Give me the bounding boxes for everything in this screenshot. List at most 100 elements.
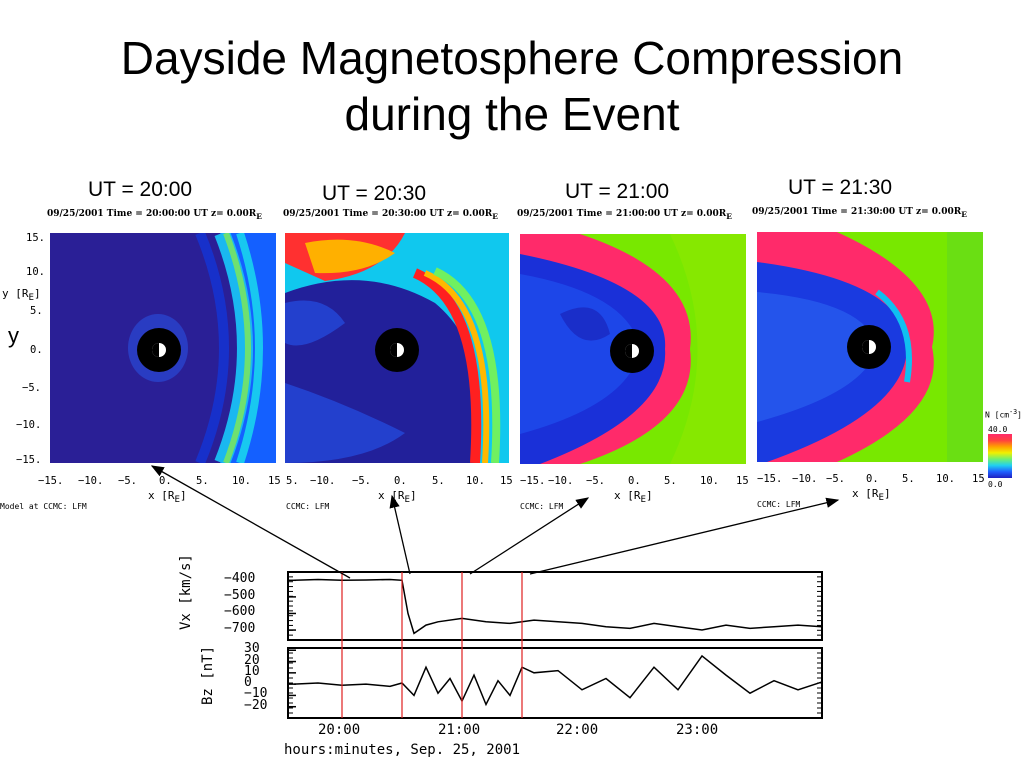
y-tick-label: 20: [244, 652, 260, 668]
time-axis-label: hours:minutes, Sep. 25, 2001: [284, 742, 521, 758]
title-line-2: during the Event: [344, 88, 680, 140]
y-tick-label: −400: [224, 571, 256, 587]
y-tick: 5.: [30, 305, 43, 317]
arrow-1: [150, 465, 351, 579]
vx-plot-frame: [287, 571, 823, 641]
y-tick-label: −500: [224, 587, 256, 603]
time-tick: 23:00: [676, 722, 719, 738]
plot-panel-1: [50, 233, 276, 463]
y-tick: 0.: [30, 344, 43, 356]
y-axis-label: y [RE]: [2, 287, 41, 304]
x-tick: 10.: [466, 475, 485, 487]
time-tick: 22:00: [556, 722, 599, 738]
colorbar-max-label: 40.0: [988, 425, 1008, 434]
earth-icon: [375, 328, 419, 372]
x-tick: 5.: [432, 475, 445, 487]
credit-4: CCMC: LFM: [757, 500, 801, 509]
x-tick: −5.: [352, 475, 371, 487]
bz-series: [293, 654, 823, 707]
earth-icon: [847, 325, 891, 369]
credit-3: CCMC: LFM: [520, 502, 564, 511]
ut-label-2: UT = 20:30: [322, 182, 427, 205]
ut-label-1: UT = 20:00: [88, 178, 193, 201]
x-tick: 10.: [936, 473, 955, 485]
x-tick: −5.: [826, 473, 845, 485]
x-tick: 0.: [866, 473, 879, 485]
colorbar-title: N [cm-3]: [985, 408, 1022, 420]
colorbar-min-label: 0.0: [988, 480, 1003, 489]
x-tick: 5.: [902, 473, 915, 485]
earth-icon: [137, 328, 181, 372]
bz-line: [293, 654, 823, 707]
ut-label-4: UT = 21:30: [788, 176, 893, 199]
x-tick: 0.: [394, 475, 407, 487]
y-tick-label: 30: [244, 641, 260, 657]
x-tick: 10.: [700, 475, 719, 487]
bz-ylabel: Bz [nT]: [200, 645, 216, 705]
x-tick: 15: [268, 475, 281, 487]
x-tick: 15: [500, 475, 513, 487]
x-tick: 5.: [664, 475, 677, 487]
time-markers: [341, 572, 523, 718]
bz-tick-marks: [288, 647, 822, 719]
plot-panel-2: [285, 233, 509, 463]
panel-header-1: 09/25/2001 Time = 20:00:00 UT z= 0.00RE: [47, 209, 262, 221]
y-tick: 15.: [26, 232, 45, 244]
y-tick-label: −600: [224, 604, 256, 620]
y-tick: 10.: [26, 266, 45, 278]
x-tick: −15.: [757, 473, 783, 485]
y-side-label: y: [8, 323, 19, 348]
vx-ylabel: Vx [km/s]: [178, 554, 194, 630]
panel-header-3: 09/25/2001 Time = 21:00:00 UT z= 0.00RE: [517, 209, 732, 221]
x-axis-label: x [RE]: [614, 489, 653, 506]
y-tick-label: −20: [244, 697, 268, 713]
vx-tick-marks: [288, 571, 822, 641]
y-tick: −5.: [22, 382, 41, 394]
panel-header-4: 09/25/2001 Time = 21:30:00 UT z= 0.00RE: [752, 207, 967, 219]
y-tick-label: 0: [244, 675, 252, 691]
x-tick: 10.: [232, 475, 251, 487]
y-tick: −15.: [16, 454, 42, 466]
density-map-4: [757, 232, 983, 462]
y-tick: −10.: [16, 419, 42, 431]
x-tick: −5.: [118, 475, 137, 487]
slide-title: Dayside Magnetosphere Compression during…: [0, 30, 1024, 142]
y-tick-label: −10: [244, 686, 268, 702]
x-tick: −15.: [38, 475, 64, 487]
density-map-3: [520, 234, 746, 464]
plot-panel-3: [520, 234, 746, 464]
title-line-1: Dayside Magnetosphere Compression: [120, 32, 904, 84]
x-tick: 5.: [286, 475, 299, 487]
x-tick: −10.: [548, 475, 574, 487]
time-tick: 20:00: [318, 722, 361, 738]
x-tick: −10.: [310, 475, 336, 487]
colorbar-gradient: [988, 434, 1012, 478]
x-tick: 15: [736, 475, 749, 487]
bz-plot-frame: [287, 647, 823, 719]
x-tick: −5.: [586, 475, 605, 487]
panel-header-2: 09/25/2001 Time = 20:30:00 UT z= 0.00RE: [283, 209, 498, 221]
x-tick: −15.: [520, 475, 546, 487]
time-tick: 21:00: [438, 722, 481, 738]
arrow-4: [529, 497, 840, 575]
x-tick: 0.: [159, 475, 172, 487]
y-tick-label: 10: [244, 663, 260, 679]
x-tick: −10.: [792, 473, 818, 485]
plot-panel-4: [757, 232, 983, 462]
x-axis-label: x [RE]: [148, 489, 187, 506]
x-tick: 5.: [196, 475, 209, 487]
arrows: [150, 465, 840, 579]
y-tick-label: −700: [224, 621, 256, 637]
ut-label-3: UT = 21:00: [565, 180, 670, 203]
x-tick: −10.: [78, 475, 104, 487]
credit-1: Model at CCMC: LFM: [0, 502, 87, 511]
x-axis-label: x [RE]: [852, 487, 891, 504]
x-tick: 0.: [628, 475, 641, 487]
arrow-3: [469, 497, 590, 575]
density-map-2: [285, 233, 509, 463]
credit-2: CCMC: LFM: [286, 502, 330, 511]
earth-icon: [610, 329, 654, 373]
x-tick: 15: [972, 473, 985, 485]
arrow-2: [389, 494, 411, 575]
